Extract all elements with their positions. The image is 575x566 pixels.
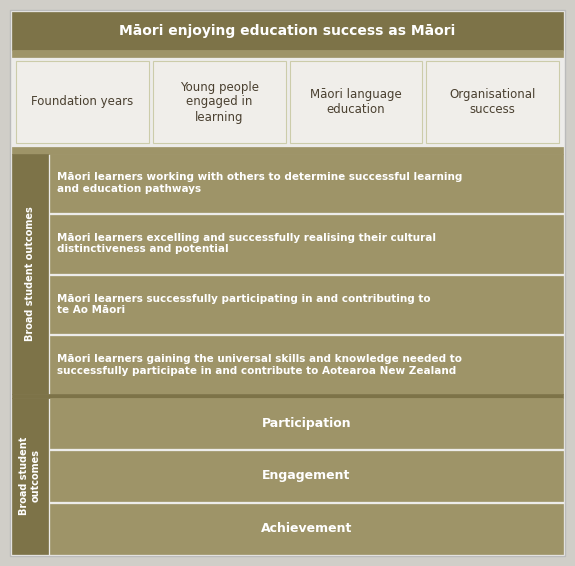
- Bar: [16, 61, 149, 143]
- Bar: [12, 398, 48, 554]
- Text: Māori learners excelling and successfully realising their cultural
distinctivene: Māori learners excelling and successfull…: [57, 233, 436, 255]
- Bar: [50, 154, 563, 212]
- Bar: [50, 504, 563, 554]
- Text: Māori learners successfully participating in and contributing to
te Ao Māori: Māori learners successfully participatin…: [57, 294, 431, 315]
- Bar: [50, 451, 563, 501]
- Bar: [12, 394, 563, 398]
- Bar: [50, 276, 563, 333]
- Bar: [50, 398, 563, 448]
- Text: Māori learners working with others to determine successful learning
and educatio: Māori learners working with others to de…: [57, 172, 462, 194]
- Bar: [50, 336, 563, 394]
- Text: Broad student
outcomes: Broad student outcomes: [19, 437, 41, 515]
- Bar: [289, 61, 422, 143]
- Text: Participation: Participation: [262, 417, 351, 430]
- Text: Achievement: Achievement: [261, 522, 352, 535]
- Text: Māori enjoying education success as Māori: Māori enjoying education success as Māor…: [120, 24, 455, 38]
- Bar: [153, 61, 286, 143]
- Text: Organisational
success: Organisational success: [450, 88, 536, 116]
- Text: Young people
engaged in
learning: Young people engaged in learning: [179, 80, 259, 123]
- Text: Foundation years: Foundation years: [31, 96, 133, 109]
- Text: Engagement: Engagement: [262, 470, 351, 482]
- Text: Māori language
education: Māori language education: [310, 88, 402, 116]
- Bar: [12, 50, 563, 57]
- Bar: [12, 147, 563, 154]
- Bar: [426, 61, 559, 143]
- Text: Broad student outcomes: Broad student outcomes: [25, 207, 35, 341]
- Text: Māori learners gaining the universal skills and knowledge needed to
successfully: Māori learners gaining the universal ski…: [57, 354, 462, 376]
- Bar: [50, 215, 563, 272]
- Bar: [12, 154, 48, 394]
- Bar: [12, 12, 563, 50]
